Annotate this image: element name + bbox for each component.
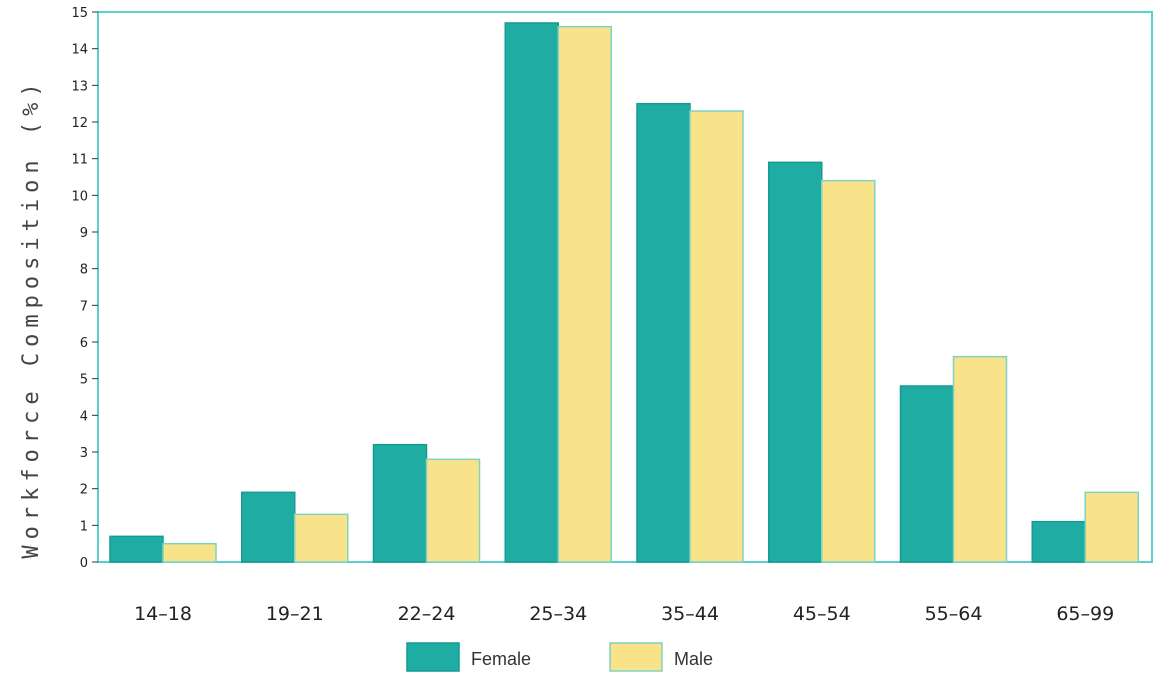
y-tick-label: 11 <box>71 153 88 168</box>
y-tick-label: 12 <box>71 116 88 131</box>
y-tick-label: 15 <box>71 6 88 21</box>
x-tick-label: 22–24 <box>398 603 456 625</box>
x-tick-label: 65–99 <box>1056 603 1114 625</box>
y-tick-label: 9 <box>80 226 88 241</box>
bar-male <box>162 542 217 563</box>
bar-female <box>899 385 955 563</box>
bar-male <box>425 458 481 563</box>
x-tick-label: 55–64 <box>925 603 983 625</box>
y-tick-label: 13 <box>71 79 88 94</box>
bar-female <box>109 535 164 563</box>
bar-female <box>1031 520 1086 563</box>
y-tick-label: 0 <box>80 556 88 571</box>
x-tick-label: 19–21 <box>266 603 324 625</box>
y-tick-label: 14 <box>71 43 88 58</box>
bar-female <box>372 443 428 563</box>
legend-swatch-male <box>609 642 663 672</box>
bar-male <box>821 179 876 563</box>
x-axis-ticks: 14–18 19–21 22–24 25–34 35–44 45–54 55–64 65–99 <box>134 603 1114 625</box>
bar-male <box>689 110 744 563</box>
bar-male <box>557 25 612 563</box>
y-tick-label: 2 <box>80 483 88 498</box>
bar-female <box>636 102 691 563</box>
bar-male <box>952 355 1008 563</box>
y-axis-label: Workforce Composition (%) <box>19 77 44 558</box>
y-tick-label: 10 <box>71 189 88 204</box>
bar-female <box>241 491 296 563</box>
y-tick-label: 7 <box>80 299 88 314</box>
y-tick-label: 5 <box>80 373 88 388</box>
x-tick-label: 45–54 <box>793 603 851 625</box>
y-tick-label: 1 <box>80 519 88 534</box>
bar-male <box>1084 491 1139 563</box>
y-tick-label: 4 <box>80 409 88 424</box>
legend: Female Male <box>406 642 713 672</box>
legend-label-male: Male <box>674 649 713 669</box>
legend-label-female: Female <box>471 649 531 669</box>
bar-female <box>504 22 559 563</box>
x-tick-label: 35–44 <box>661 603 719 625</box>
bar-female <box>768 161 823 563</box>
bar-male <box>294 513 349 563</box>
bars <box>109 22 1139 563</box>
x-tick-label: 25–34 <box>529 603 587 625</box>
y-tick-label: 6 <box>80 336 88 351</box>
y-tick-label: 3 <box>80 446 88 461</box>
y-tick-label: 8 <box>80 263 88 278</box>
legend-swatch-female <box>406 642 460 672</box>
x-tick-label: 14–18 <box>134 603 192 625</box>
